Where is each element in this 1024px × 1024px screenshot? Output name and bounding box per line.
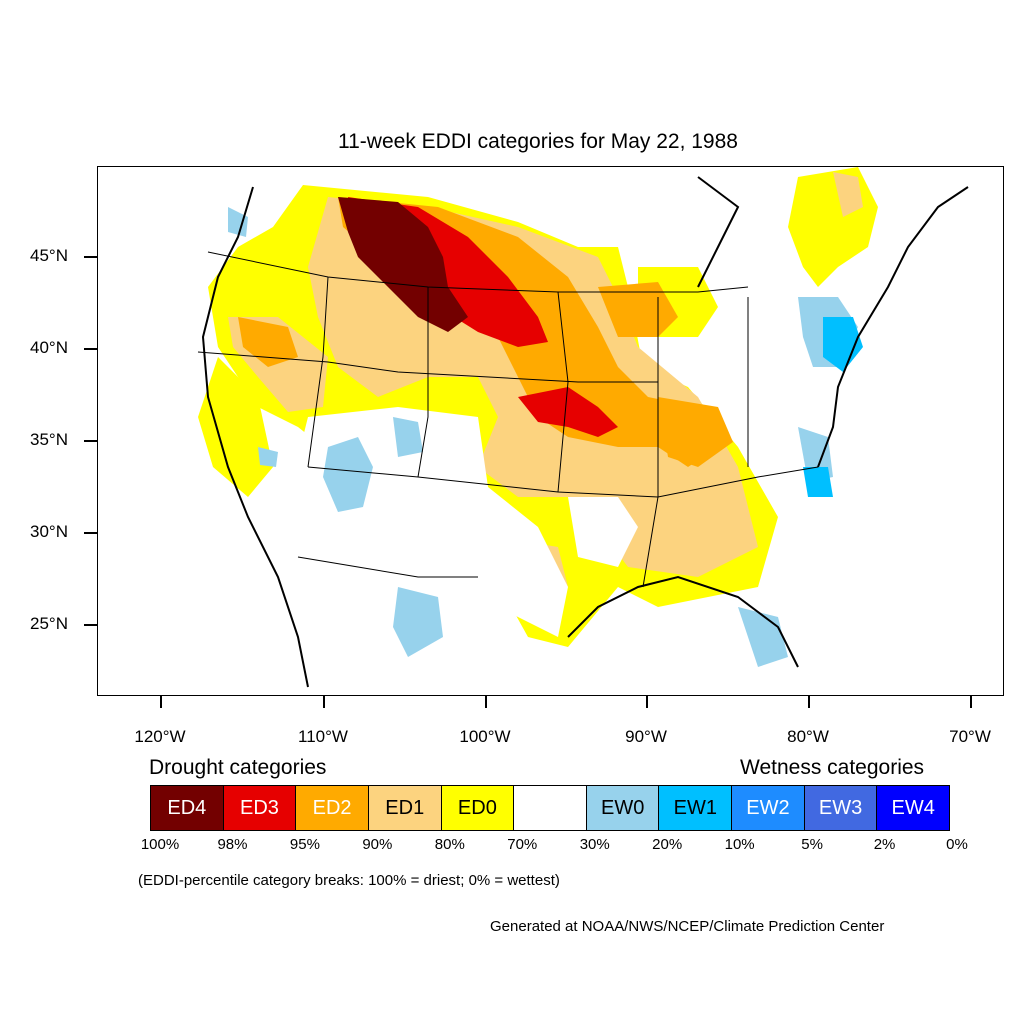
- legend-cell: ED3: [223, 786, 297, 830]
- legend-cell: ED1: [368, 786, 442, 830]
- legend-percentile: 10%: [724, 836, 755, 853]
- eddi-map: [197, 167, 969, 688]
- legend-cell: EW0: [586, 786, 660, 830]
- legend-percentile: 2%: [873, 836, 896, 853]
- legend-percentile: 90%: [362, 836, 393, 853]
- lon-tick: [160, 696, 162, 708]
- legend-percentile: 100%: [140, 836, 180, 853]
- lon-label: 110°W: [298, 727, 348, 746]
- lat-tick: [84, 348, 97, 350]
- drought-heading: Drought categories: [149, 756, 327, 779]
- lat-label: 30°N: [30, 522, 68, 541]
- lon-tick: [970, 696, 972, 708]
- lon-tick: [808, 696, 810, 708]
- lon-tick: [323, 696, 325, 708]
- lat-label: 35°N: [30, 430, 68, 449]
- legend-percentile: 5%: [801, 836, 823, 853]
- legend-percentile: 30%: [579, 836, 610, 853]
- legend-percentile: 95%: [289, 836, 320, 853]
- lat-tick: [84, 624, 97, 626]
- legend-percentile: 0%: [946, 836, 968, 853]
- legend-percentile: 20%: [652, 836, 683, 853]
- map-title: 11-week EDDI categories for May 22, 1988: [338, 130, 738, 153]
- legend-percentile: 98%: [217, 836, 248, 853]
- credit-line: Generated at NOAA/NWS/NCEP/Climate Predi…: [490, 918, 885, 935]
- lon-label: 80°W: [787, 727, 829, 746]
- legend-cell: ED2: [296, 786, 369, 830]
- map-panel: [97, 166, 1004, 696]
- legend-percentile: 80%: [434, 836, 465, 853]
- legend-note: (EDDI-percentile category breaks: 100% =…: [138, 872, 560, 889]
- lon-label: 90°W: [625, 727, 667, 746]
- ew1-region: [803, 317, 863, 497]
- legend-percentile: 70%: [507, 836, 538, 853]
- lat-tick: [84, 532, 97, 534]
- ed4-region: [338, 197, 468, 332]
- lon-label: 120°W: [134, 727, 186, 746]
- lat-label: 40°N: [30, 338, 68, 357]
- legend-colorbar: ED4 ED3 ED2 ED1 ED0 EW0 EW1 EW2 EW3 EW4: [150, 785, 950, 831]
- lon-label: 70°W: [949, 727, 991, 746]
- legend-cell: EW4: [877, 786, 950, 830]
- boundaries: [197, 251, 819, 588]
- legend-cell: EW3: [804, 786, 878, 830]
- legend-cell: ED4: [151, 786, 224, 830]
- wetness-heading: Wetness categories: [740, 756, 925, 779]
- lon-label: 100°W: [459, 727, 511, 746]
- legend-cell: [514, 786, 587, 830]
- lat-label: 45°N: [30, 246, 68, 265]
- legend-cell: ED0: [441, 786, 515, 830]
- legend-cell: EW1: [659, 786, 733, 830]
- legend-cell: EW2: [732, 786, 805, 830]
- coastline: [201, 176, 969, 688]
- lat-tick: [84, 440, 97, 442]
- lat-label: 25°N: [30, 614, 68, 633]
- lat-tick: [84, 256, 97, 258]
- lon-tick: [646, 696, 648, 708]
- lon-tick: [485, 696, 487, 708]
